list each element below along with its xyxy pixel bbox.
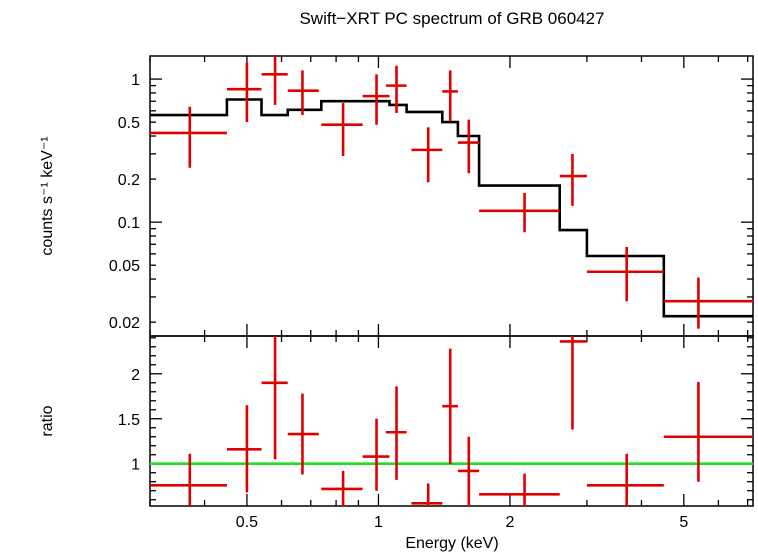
data-point — [226, 62, 262, 123]
y-tick-label: 2 — [131, 367, 140, 384]
chart-title: Swift−XRT PC spectrum of GRB 060427 — [299, 9, 604, 28]
data-point — [586, 453, 664, 506]
data-point — [385, 65, 407, 113]
data-point — [663, 381, 753, 482]
data-point — [479, 473, 560, 506]
x-tick-label: 1 — [374, 514, 383, 531]
data-point — [479, 192, 560, 233]
x-axis-label: Energy (keV) — [405, 535, 498, 552]
data-point — [385, 386, 407, 480]
top-panel: 1 0.5 0.2 0.1 0.05 0.02 counts s⁻¹ keV⁻¹ — [39, 55, 754, 337]
bottom-y-axis: 11.52 — [118, 337, 753, 501]
x-tick-label: 2 — [506, 514, 515, 531]
bottom-panel-frame — [149, 335, 754, 507]
y-tick-label: 0.05 — [109, 258, 140, 275]
model-step-line — [150, 98, 753, 318]
data-point — [442, 70, 458, 121]
y-tick-label: 1.5 — [118, 412, 140, 429]
y-tick-label: 1 — [131, 72, 140, 89]
data-point — [261, 336, 288, 460]
data-point — [457, 436, 480, 506]
bottom-y-axis-label: ratio — [39, 405, 56, 436]
y-tick-label: 0.5 — [118, 115, 140, 132]
data-point — [411, 127, 443, 183]
top-y-axis-label: counts s⁻¹ keV⁻¹ — [39, 136, 56, 255]
y-tick-label: 0.2 — [118, 172, 140, 189]
data-point — [150, 453, 227, 506]
data-point — [442, 348, 458, 464]
y-tick-label: 1 — [131, 457, 140, 474]
data-point — [287, 70, 319, 116]
y-tick-label: 0.1 — [118, 215, 140, 232]
data-point — [457, 119, 480, 174]
bottom-panel: 11.52 0.5 1 2 5 ratio — [39, 335, 754, 531]
data-point — [321, 470, 363, 506]
top-y-axis: 1 0.5 0.2 0.1 0.05 0.02 — [109, 72, 753, 332]
bottom-data-points — [150, 336, 753, 506]
data-point — [663, 277, 753, 329]
y-tick-label: 0.02 — [109, 315, 140, 332]
data-point — [411, 483, 443, 506]
data-point — [261, 56, 288, 105]
data-point — [287, 393, 319, 475]
x-tick-label: 0.5 — [236, 514, 258, 531]
bottom-x-axis: 0.5 1 2 5 — [149, 336, 749, 531]
data-point — [362, 74, 390, 125]
data-point — [150, 106, 227, 168]
data-point — [321, 103, 363, 156]
data-point — [362, 418, 390, 491]
data-point — [559, 336, 587, 430]
top-x-ticks — [149, 56, 749, 336]
model-curve — [150, 98, 753, 318]
data-point — [559, 153, 587, 206]
top-data-points — [150, 56, 753, 329]
data-point — [226, 405, 262, 493]
x-tick-label: 5 — [679, 514, 688, 531]
data-point — [586, 247, 664, 302]
